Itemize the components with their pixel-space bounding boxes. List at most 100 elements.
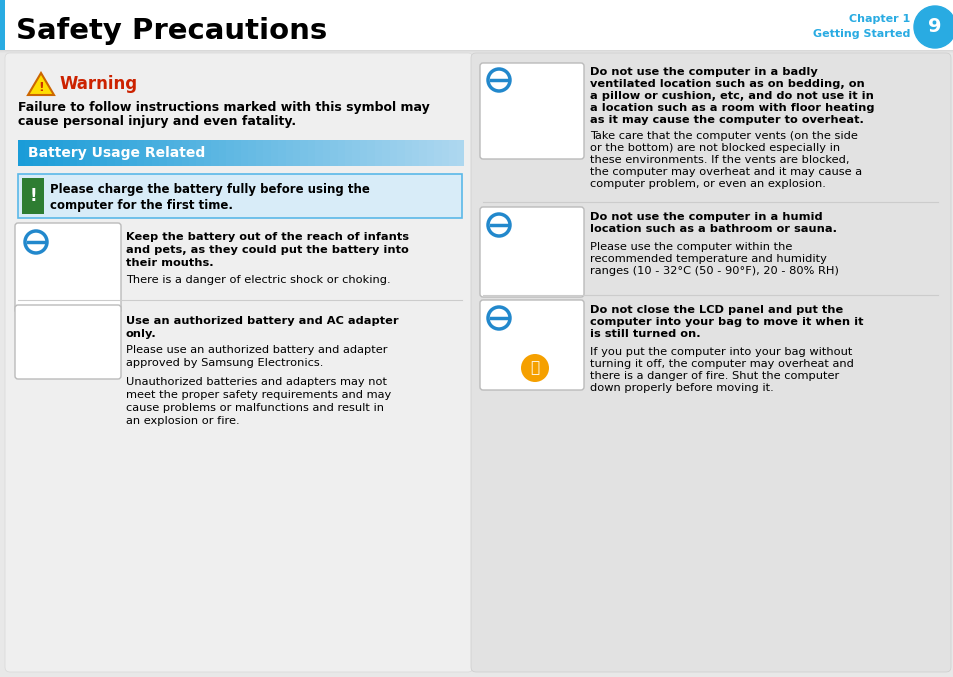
- FancyBboxPatch shape: [0, 0, 953, 50]
- FancyBboxPatch shape: [449, 140, 456, 166]
- Text: ⏻: ⏻: [530, 360, 539, 376]
- Text: Take care that the computer vents (on the side: Take care that the computer vents (on th…: [589, 131, 857, 141]
- FancyBboxPatch shape: [241, 140, 249, 166]
- Text: and pets, as they could put the battery into: and pets, as they could put the battery …: [126, 245, 408, 255]
- FancyBboxPatch shape: [456, 140, 464, 166]
- FancyBboxPatch shape: [426, 140, 435, 166]
- FancyBboxPatch shape: [479, 207, 583, 297]
- Text: Keep the battery out of the reach of infants: Keep the battery out of the reach of inf…: [126, 232, 409, 242]
- FancyBboxPatch shape: [255, 140, 264, 166]
- FancyBboxPatch shape: [40, 140, 49, 166]
- FancyBboxPatch shape: [419, 140, 427, 166]
- FancyBboxPatch shape: [218, 140, 227, 166]
- FancyBboxPatch shape: [100, 140, 108, 166]
- Text: Do not use the computer in a badly: Do not use the computer in a badly: [589, 67, 817, 77]
- Text: approved by Samsung Electronics.: approved by Samsung Electronics.: [126, 358, 323, 368]
- FancyBboxPatch shape: [18, 174, 461, 218]
- FancyBboxPatch shape: [345, 140, 353, 166]
- Text: meet the proper safety requirements and may: meet the proper safety requirements and …: [126, 390, 391, 400]
- FancyBboxPatch shape: [308, 140, 315, 166]
- Text: 9: 9: [927, 18, 941, 37]
- FancyBboxPatch shape: [122, 140, 130, 166]
- FancyBboxPatch shape: [167, 140, 174, 166]
- FancyBboxPatch shape: [107, 140, 115, 166]
- FancyBboxPatch shape: [196, 140, 204, 166]
- Text: these environments. If the vents are blocked,: these environments. If the vents are blo…: [589, 155, 848, 165]
- Text: is still turned on.: is still turned on.: [589, 329, 700, 339]
- FancyBboxPatch shape: [226, 140, 233, 166]
- Text: turning it off, the computer may overheat and: turning it off, the computer may overhea…: [589, 359, 853, 369]
- Text: ventilated location such as on bedding, on: ventilated location such as on bedding, …: [589, 79, 863, 89]
- FancyBboxPatch shape: [70, 140, 78, 166]
- FancyBboxPatch shape: [293, 140, 300, 166]
- FancyBboxPatch shape: [85, 140, 92, 166]
- FancyBboxPatch shape: [18, 140, 26, 166]
- FancyBboxPatch shape: [271, 140, 278, 166]
- FancyBboxPatch shape: [359, 140, 368, 166]
- FancyBboxPatch shape: [315, 140, 323, 166]
- FancyBboxPatch shape: [337, 140, 345, 166]
- FancyBboxPatch shape: [137, 140, 145, 166]
- Text: Please use the computer within the: Please use the computer within the: [589, 242, 792, 252]
- Text: Do not use the computer in a humid: Do not use the computer in a humid: [589, 212, 821, 222]
- FancyBboxPatch shape: [15, 305, 121, 379]
- FancyBboxPatch shape: [396, 140, 405, 166]
- Circle shape: [488, 307, 510, 329]
- Text: a location such as a room with floor heating: a location such as a room with floor hea…: [589, 103, 874, 113]
- Text: Failure to follow instructions marked with this symbol may: Failure to follow instructions marked wi…: [18, 102, 429, 114]
- Text: Getting Started: Getting Started: [812, 29, 909, 39]
- FancyBboxPatch shape: [404, 140, 412, 166]
- FancyBboxPatch shape: [22, 178, 44, 214]
- Circle shape: [520, 354, 548, 382]
- Text: computer for the first time.: computer for the first time.: [50, 198, 233, 211]
- Circle shape: [25, 231, 47, 253]
- Text: Please charge the battery fully before using the: Please charge the battery fully before u…: [50, 183, 370, 196]
- Text: ranges (10 - 32°C (50 - 90°F), 20 - 80% RH): ranges (10 - 32°C (50 - 90°F), 20 - 80% …: [589, 266, 838, 276]
- Text: Unauthorized batteries and adapters may not: Unauthorized batteries and adapters may …: [126, 377, 387, 387]
- FancyBboxPatch shape: [0, 0, 5, 50]
- Circle shape: [488, 69, 510, 91]
- FancyBboxPatch shape: [330, 140, 337, 166]
- FancyBboxPatch shape: [77, 140, 86, 166]
- FancyBboxPatch shape: [367, 140, 375, 166]
- FancyBboxPatch shape: [204, 140, 212, 166]
- Text: !: !: [38, 81, 44, 94]
- FancyBboxPatch shape: [152, 140, 159, 166]
- Text: their mouths.: their mouths.: [126, 258, 213, 268]
- FancyBboxPatch shape: [434, 140, 442, 166]
- FancyBboxPatch shape: [159, 140, 167, 166]
- FancyBboxPatch shape: [181, 140, 190, 166]
- FancyBboxPatch shape: [278, 140, 286, 166]
- Text: cause personal injury and even fatality.: cause personal injury and even fatality.: [18, 116, 295, 129]
- FancyBboxPatch shape: [144, 140, 152, 166]
- Text: or the bottom) are not blocked especially in: or the bottom) are not blocked especiall…: [589, 143, 840, 153]
- FancyBboxPatch shape: [173, 140, 182, 166]
- FancyBboxPatch shape: [375, 140, 382, 166]
- Text: If you put the computer into your bag without: If you put the computer into your bag wi…: [589, 347, 851, 357]
- Text: there is a danger of fire. Shut the computer: there is a danger of fire. Shut the comp…: [589, 371, 839, 381]
- FancyBboxPatch shape: [26, 140, 33, 166]
- FancyBboxPatch shape: [63, 140, 71, 166]
- Text: down properly before moving it.: down properly before moving it.: [589, 383, 773, 393]
- FancyBboxPatch shape: [285, 140, 294, 166]
- Text: !: !: [30, 187, 37, 205]
- Text: Do not close the LCD panel and put the: Do not close the LCD panel and put the: [589, 305, 842, 315]
- Text: a pillow or cushion, etc, and do not use it in: a pillow or cushion, etc, and do not use…: [589, 91, 873, 101]
- FancyBboxPatch shape: [382, 140, 390, 166]
- FancyBboxPatch shape: [300, 140, 308, 166]
- Polygon shape: [28, 73, 54, 95]
- FancyBboxPatch shape: [471, 53, 950, 672]
- Text: the computer may overheat and it may cause a: the computer may overheat and it may cau…: [589, 167, 862, 177]
- FancyBboxPatch shape: [92, 140, 100, 166]
- FancyBboxPatch shape: [0, 51, 953, 52]
- FancyBboxPatch shape: [322, 140, 331, 166]
- Text: as it may cause the computer to overheat.: as it may cause the computer to overheat…: [589, 115, 863, 125]
- Text: computer problem, or even an explosion.: computer problem, or even an explosion.: [589, 179, 825, 189]
- Circle shape: [488, 214, 510, 236]
- Text: Warning: Warning: [60, 75, 138, 93]
- Text: location such as a bathroom or sauna.: location such as a bathroom or sauna.: [589, 224, 836, 234]
- FancyBboxPatch shape: [211, 140, 219, 166]
- FancyBboxPatch shape: [130, 140, 137, 166]
- Text: only.: only.: [126, 329, 156, 339]
- Text: There is a danger of electric shock or choking.: There is a danger of electric shock or c…: [126, 275, 390, 285]
